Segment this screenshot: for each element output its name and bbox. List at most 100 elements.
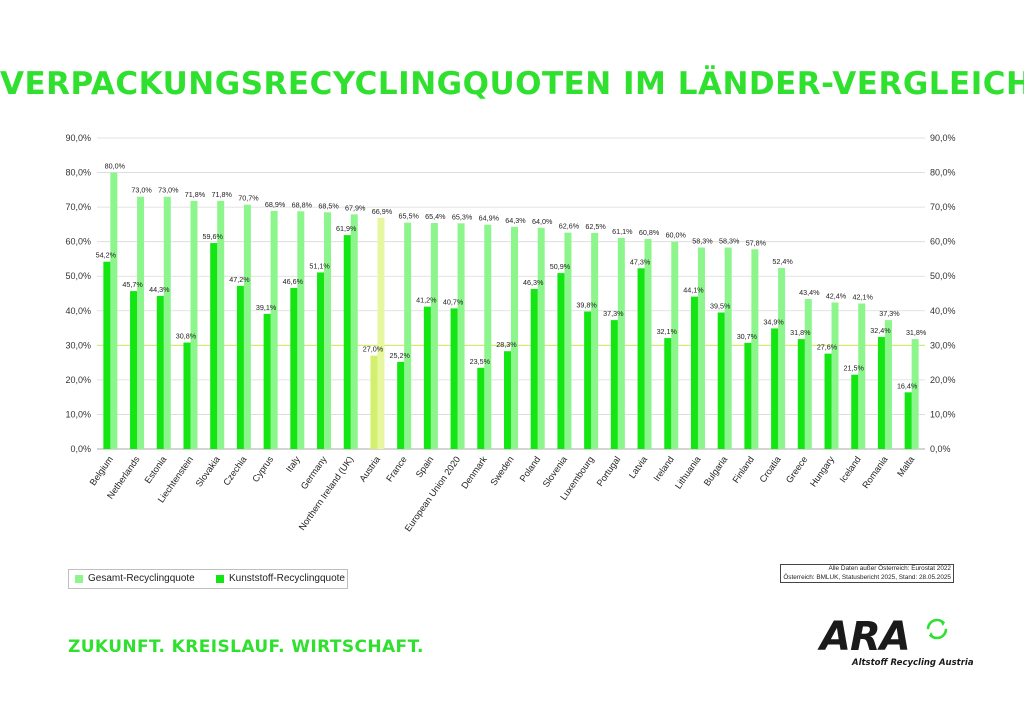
- bar-gesamt: [511, 226, 518, 449]
- data-label-kunststoff: 45,7%: [122, 280, 143, 289]
- legend-swatch-kunststoff: [216, 574, 224, 583]
- bar-kunststoff: [877, 337, 885, 449]
- data-label-gesamt: 37,3%: [879, 309, 900, 318]
- bar-gesamt: [671, 241, 679, 449]
- x-tick-label: Czechia: [221, 454, 249, 488]
- bar-gesamt: [457, 223, 465, 449]
- bar-gesamt: [270, 210, 278, 449]
- data-label-gesamt: 65,3%: [452, 212, 473, 221]
- x-tick-label: Estonia: [143, 454, 169, 486]
- data-label-gesamt: 64,0%: [532, 217, 553, 226]
- data-label-kunststoff: 41,2%: [416, 296, 437, 305]
- legend-item-gesamt: Gesamt-Recyclingquote: [75, 573, 195, 584]
- data-label-kunststoff: 16,4%: [897, 381, 918, 390]
- bar-kunststoff: [156, 295, 164, 449]
- x-tick-label: Northern Ireland (UK): [297, 454, 356, 532]
- bar-gesamt: [190, 200, 198, 449]
- y-tick-label-right: 50,0%: [930, 271, 956, 281]
- y-tick-label-right: 80,0%: [930, 168, 956, 178]
- data-label-gesamt: 42,1%: [853, 293, 874, 302]
- bar-gesamt: [350, 214, 358, 449]
- y-tick-label-right: 70,0%: [930, 202, 956, 212]
- x-tick-label: Cyprus: [250, 454, 275, 484]
- y-tick-label-right: 20,0%: [930, 375, 956, 385]
- data-label-gesamt: 61,1%: [612, 227, 633, 236]
- data-label-kunststoff: 27,0%: [363, 345, 384, 354]
- x-tick-label: Sweden: [488, 454, 515, 487]
- bar-gesamt: [217, 200, 225, 449]
- bar-kunststoff: [797, 339, 805, 449]
- y-tick-label-right: 40,0%: [930, 306, 956, 316]
- bar-gesamt: [697, 247, 705, 449]
- bar-gesamt: [137, 196, 145, 449]
- y-tick-label-left: 0,0%: [70, 444, 91, 454]
- y-tick-label-left: 40,0%: [65, 306, 91, 316]
- data-label-gesamt: 60,8%: [639, 228, 660, 237]
- data-label-gesamt: 57,8%: [746, 238, 767, 247]
- x-tick-label: Iceland: [838, 454, 863, 484]
- bar-kunststoff: [263, 313, 271, 449]
- tagline: ZUKUNFT. KREISLAUF. WIRTSCHAFT.: [68, 637, 424, 657]
- data-label-kunststoff: 40,7%: [443, 297, 464, 306]
- x-tick-label: Romania: [860, 454, 890, 491]
- source-note: Alle Daten außer Österreich: Eurostat 20…: [780, 564, 954, 583]
- bar-kunststoff: [690, 296, 698, 449]
- data-label-gesamt: 31,8%: [906, 328, 927, 337]
- bar-gesamt: [617, 237, 625, 449]
- data-label-kunststoff: 25,2%: [389, 351, 410, 360]
- data-label-kunststoff: 44,1%: [683, 286, 704, 295]
- bar-kunststoff: [771, 328, 779, 449]
- data-label-kunststoff: 30,8%: [176, 332, 197, 341]
- bar-kunststoff: [904, 392, 912, 449]
- x-tick-label: Poland: [518, 454, 543, 483]
- data-label-kunststoff: 59,6%: [202, 232, 223, 241]
- bar-gesamt: [243, 204, 251, 449]
- bar-kunststoff: [317, 272, 325, 449]
- y-tick-label-right: 60,0%: [930, 237, 956, 247]
- data-label-gesamt: 73,0%: [131, 186, 152, 195]
- data-label-gesamt: 80,0%: [105, 162, 126, 171]
- bar-kunststoff: [557, 273, 565, 449]
- bar-kunststoff: [530, 289, 538, 449]
- bar-kunststoff: [504, 351, 511, 449]
- data-label-kunststoff: 21,5%: [844, 364, 865, 373]
- x-tick-label: France: [384, 454, 409, 483]
- bar-gesamt: [804, 299, 812, 449]
- bar-kunststoff: [477, 367, 485, 449]
- y-tick-label-left: 50,0%: [65, 271, 91, 281]
- y-tick-label-left: 30,0%: [65, 340, 91, 350]
- x-tick-label: Spain: [414, 454, 436, 479]
- data-label-gesamt: 58,3%: [692, 237, 713, 246]
- data-label-kunststoff: 32,1%: [657, 327, 678, 336]
- bar-kunststoff: [584, 311, 592, 449]
- logo-subtitle: Altstoff Recycling Austria: [852, 658, 974, 668]
- bar-gesamt: [564, 232, 572, 449]
- data-label-kunststoff: 27,6%: [817, 343, 838, 352]
- data-label-kunststoff: 32,4%: [870, 326, 891, 335]
- bar-gesamt: [751, 249, 759, 449]
- data-label-gesamt: 52,4%: [772, 257, 793, 266]
- data-label-gesamt: 68,9%: [265, 200, 286, 209]
- x-tick-label: Ireland: [652, 454, 676, 483]
- data-label-kunststoff: 54,2%: [96, 251, 117, 260]
- y-tick-label-left: 80,0%: [65, 168, 91, 178]
- bar-kunststoff: [397, 361, 405, 449]
- data-label-gesamt: 43,4%: [799, 288, 820, 297]
- data-label-kunststoff: 39,5%: [710, 302, 731, 311]
- y-tick-label-left: 70,0%: [65, 202, 91, 212]
- data-label-kunststoff: 51,1%: [309, 261, 330, 270]
- x-tick-label: Malta: [895, 454, 917, 479]
- bar-kunststoff: [717, 312, 725, 449]
- data-label-gesamt: 58,3%: [719, 237, 740, 246]
- bar-kunststoff: [851, 374, 859, 449]
- x-tick-label: Slovenia: [541, 454, 570, 489]
- bar-kunststoff: [183, 342, 191, 449]
- ara-logo: ARA Altstoff Recycling Austria: [820, 614, 974, 672]
- x-tick-label: Austria: [357, 454, 382, 484]
- bar-gesamt: [430, 223, 438, 449]
- y-tick-label-right: 10,0%: [930, 409, 956, 419]
- x-tick-label: Lithuania: [673, 454, 703, 491]
- bar-kunststoff: [423, 306, 431, 449]
- x-tick-label: Finland: [731, 454, 756, 484]
- bar-gesamt: [858, 303, 866, 449]
